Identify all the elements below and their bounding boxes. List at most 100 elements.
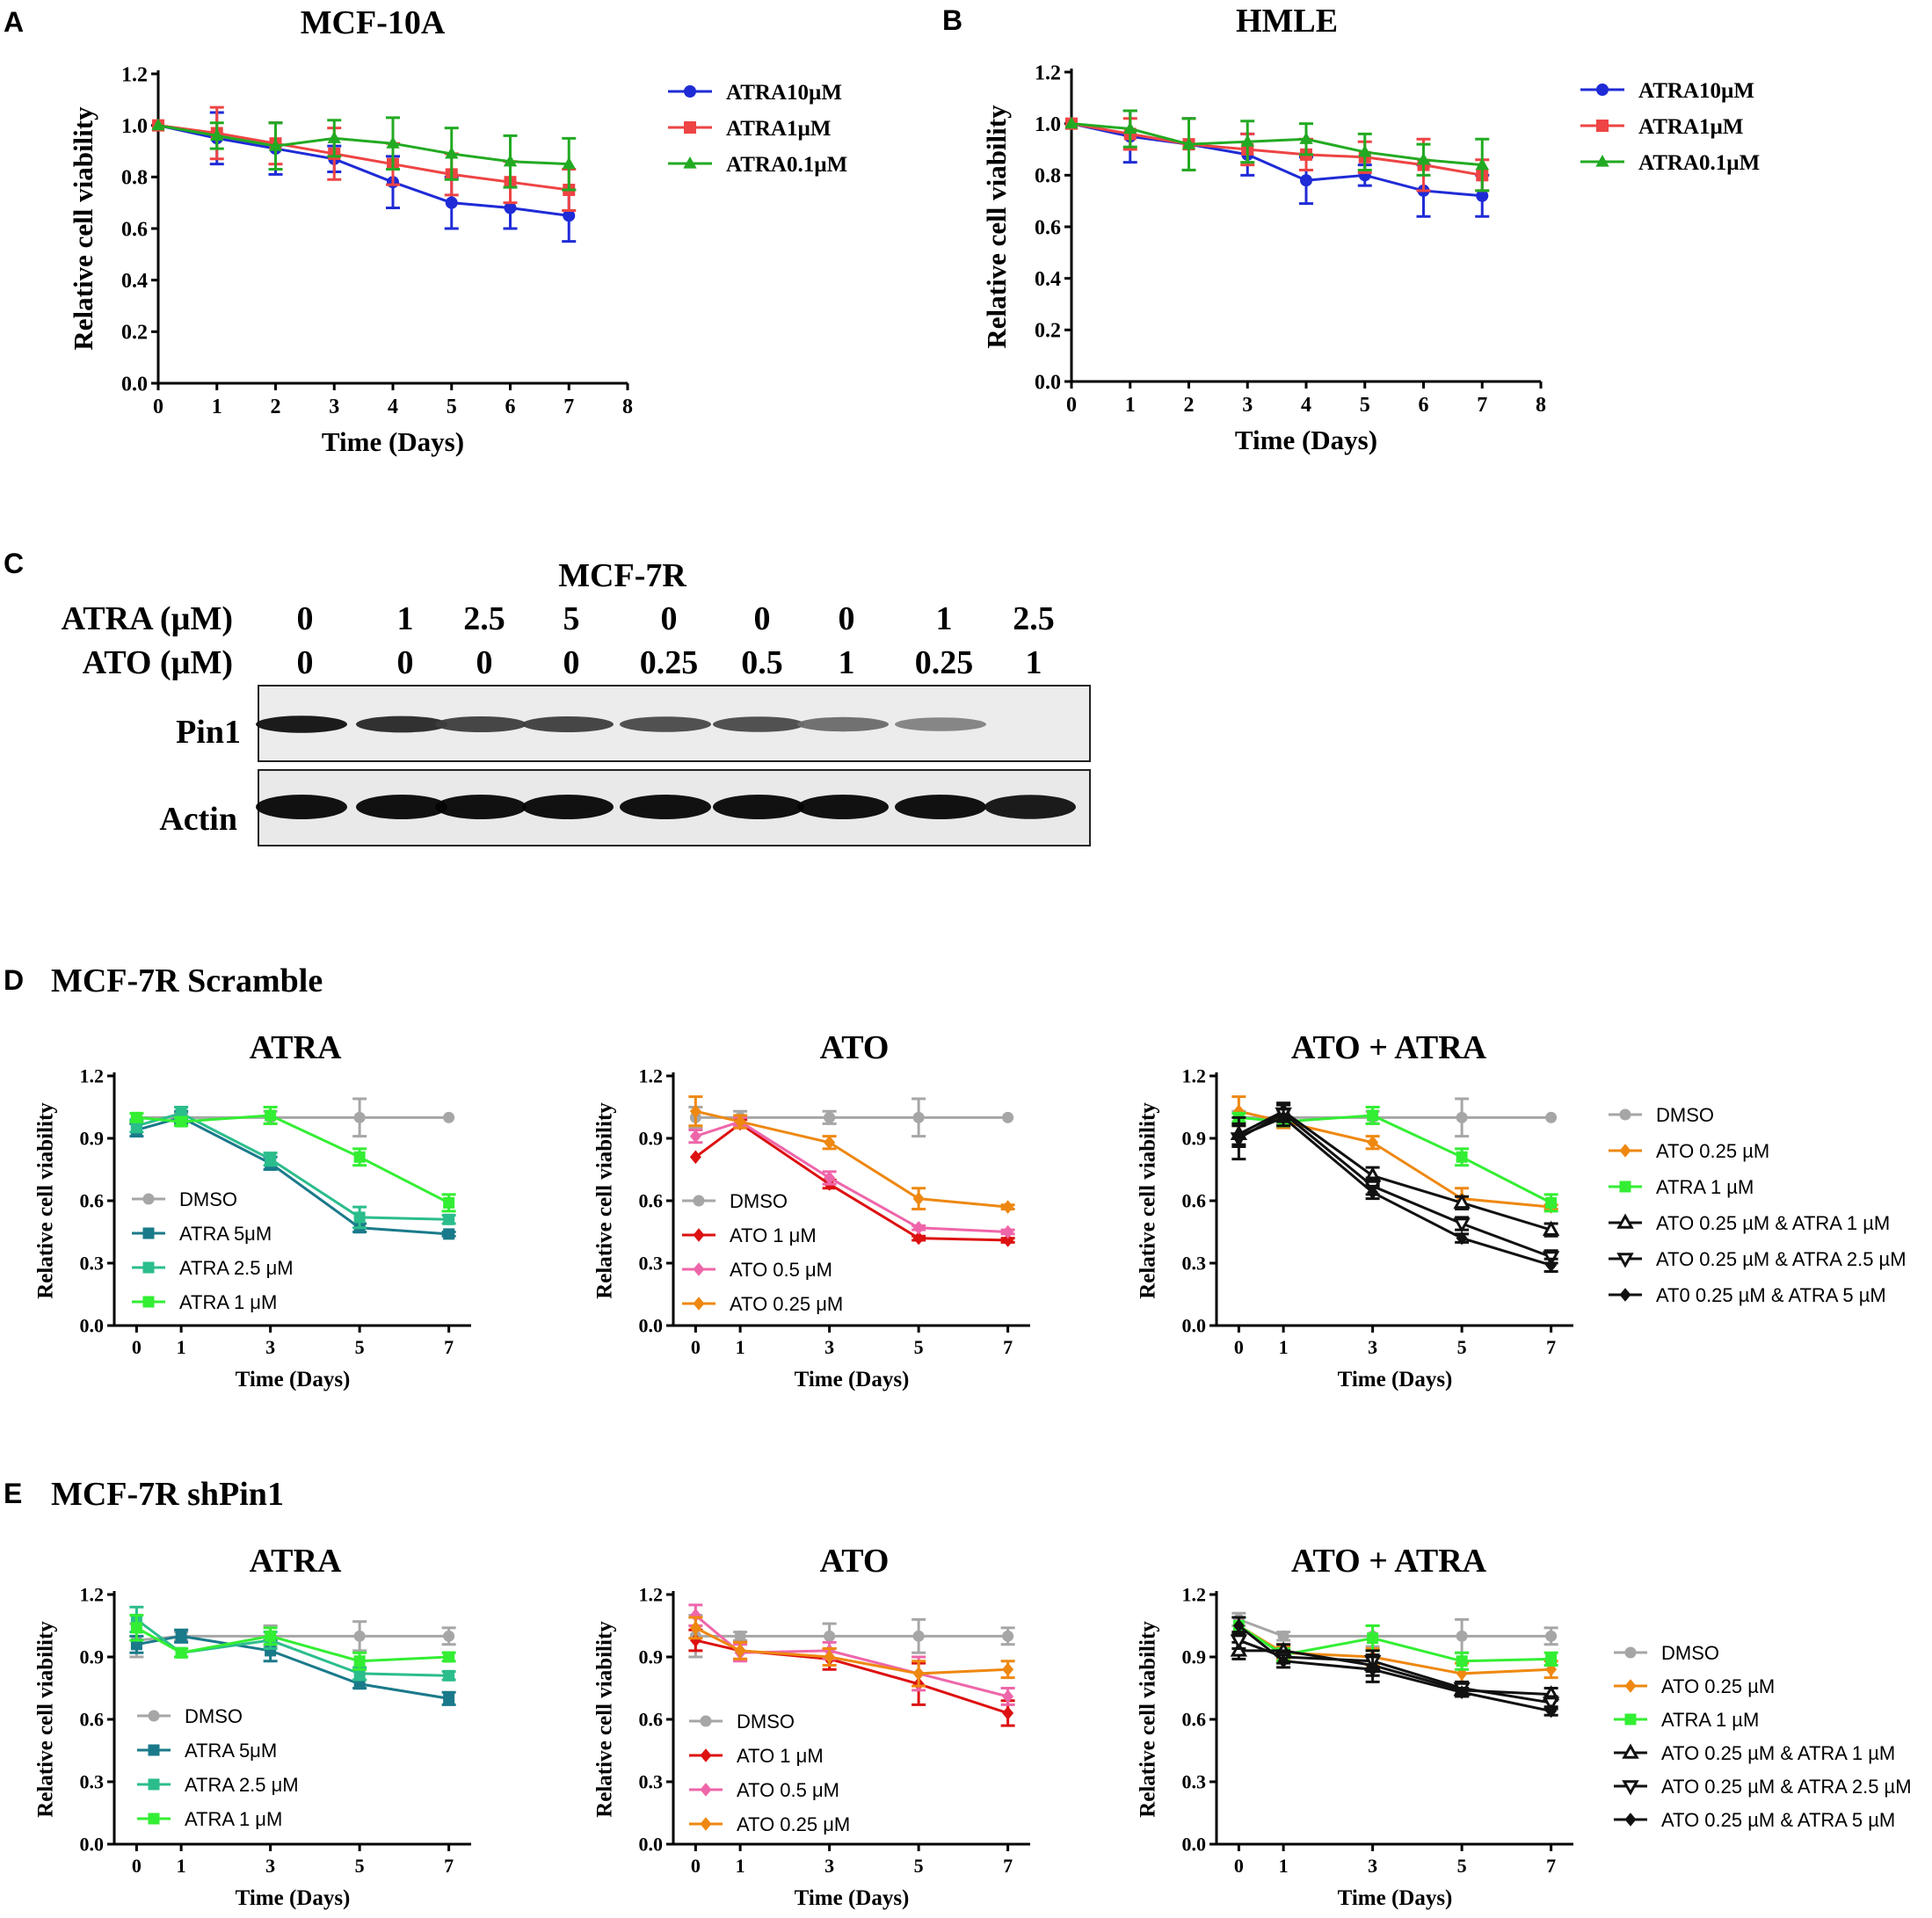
x-tick-label: 7 [1546, 1855, 1556, 1877]
legend-marker [1624, 1713, 1637, 1725]
chart-a: MCF-10A 0.0 0.2 0.4 0.6 0.8 1.0 1.2 0 1 2 3 4 5 6 7 8 Tim… [68, 4, 847, 457]
data-point [504, 201, 517, 214]
charts: MCF-10A 0.0 0.2 0.4 0.6 0.8 1.0 1.2 0 1 2 3 4 5 6 7 8 Tim… [34, 3, 1912, 1910]
blot-band-actin [356, 795, 447, 819]
legend-label: ATO 0.25 µM & ATRA 1 µM [1656, 1212, 1890, 1234]
series-line [135, 1115, 449, 1236]
blot-band-actin [435, 795, 527, 819]
legend-label: ATRA 1 µM [1661, 1709, 1759, 1731]
x-tick-label: 5 [355, 1855, 365, 1877]
blot-band-actin [895, 795, 986, 819]
legend-label: ATRA 5μM [185, 1740, 277, 1762]
legend-label: ATO 0.25 µM [1661, 1675, 1775, 1697]
chart-b: HMLE 0.0 0.2 0.4 0.6 0.8 1.0 1.2 0 1 2 3 4 5 6 7 8 Time (… [981, 3, 1760, 455]
series-line [1071, 122, 1483, 198]
y-axis-title: Relative cell viability [1137, 1621, 1160, 1818]
data-point [1456, 1151, 1468, 1163]
x-tick-label: 0 [1234, 1855, 1244, 1877]
legend-marker [1624, 1646, 1637, 1659]
y-tick-label: 0.0 [121, 373, 148, 396]
data-point [1367, 1109, 1379, 1122]
x-tick-label: 7 [444, 1336, 454, 1358]
blot-atra-value: 0 [297, 600, 314, 637]
data-point [1002, 1689, 1014, 1704]
blot-atra-value: 1 [936, 600, 953, 637]
chart-d1: ATRA 0.0 0.3 0.6 0.9 1.2 0 1 3 5 7 Time (Days) Relat… [34, 1029, 471, 1391]
data-point [353, 1630, 366, 1642]
y-tick-label: 0.3 [1182, 1253, 1207, 1275]
x-tick-label: 4 [1301, 394, 1311, 417]
legend-marker [683, 156, 697, 169]
x-tick-label: 3 [824, 1336, 834, 1358]
data-point [353, 1111, 366, 1123]
legend-label: ATRA10µM [726, 81, 842, 105]
legend-label: ATO 0.25 µM & ATRA 5 µM [1661, 1809, 1895, 1831]
y-tick-label: 0.8 [121, 167, 148, 190]
legend-label: ATRA 2.5 μM [185, 1774, 299, 1796]
y-tick-label: 1.0 [1035, 113, 1061, 136]
series-line [1071, 122, 1483, 177]
legend-marker [700, 1783, 712, 1797]
x-tick-label: 7 [1003, 1336, 1013, 1358]
data-point [1064, 116, 1079, 129]
series-5 [1231, 1108, 1558, 1273]
y-tick-label: 1.2 [1182, 1065, 1207, 1087]
data-point [1002, 1233, 1014, 1247]
legend-marker [684, 121, 696, 134]
data-point [1002, 1111, 1014, 1123]
blot-atra-value: 0 [754, 600, 771, 637]
western-blot: MCF-7R ATRA (µM) ATO (µM) 0 1 2.5 5 0 0 0 1 2.50… [62, 557, 1091, 846]
data-point [265, 1109, 277, 1122]
y-tick-label: 0.4 [121, 270, 148, 293]
chart-d3: ATO + ATRA 0.0 0.3 0.6 0.9 1.2 0 1 3 5 7 Time (Days… [1137, 1029, 1907, 1391]
blot-band-actin [620, 795, 711, 819]
blot-lane-labels: 0 1 2.5 5 0 0 0 1 2.5 0 0 0 0 0.25 0.5 1 0.25 1 [297, 600, 1055, 681]
data-point [1002, 1224, 1014, 1239]
x-tick-label: 3 [265, 1336, 275, 1358]
y-tick-label: 0.9 [639, 1128, 664, 1150]
data-point [689, 1150, 701, 1165]
legend-label: ATO 1 μM [737, 1745, 824, 1767]
x-tick-label: 3 [1368, 1336, 1377, 1358]
chart-title: ATO + ATRA [1291, 1029, 1487, 1066]
x-tick-label: 7 [1546, 1336, 1556, 1358]
x-tick-label: 1 [1279, 1336, 1289, 1358]
series-line [694, 1120, 1008, 1233]
data-point [445, 196, 458, 209]
data-point [353, 1655, 366, 1667]
blot-ato-value: 0.25 [640, 644, 699, 681]
x-axis-title: Time (Days) [1338, 1886, 1453, 1910]
x-tick-label: 2 [271, 396, 281, 418]
x-tick-label: 5 [914, 1855, 924, 1877]
x-tick-label: 7 [1003, 1855, 1013, 1877]
data-point [175, 1630, 187, 1642]
data-point [130, 1111, 142, 1123]
series-3 [688, 1616, 1015, 1688]
chart-title: MCF-10A [301, 4, 446, 41]
legend-marker [693, 1195, 705, 1207]
x-tick-label: 1 [1125, 394, 1136, 417]
blot-actin-label: Actin [159, 801, 237, 838]
x-tick-label: 6 [505, 396, 516, 418]
y-tick-label: 0.6 [639, 1190, 664, 1212]
legend-marker [684, 85, 696, 98]
x-tick-label: 8 [1536, 394, 1546, 417]
x-tick-label: 3 [265, 1855, 275, 1877]
group-title-e: MCF-7R shPin1 [51, 1476, 284, 1513]
panel-label-b: B [942, 4, 962, 36]
legend-marker [148, 1744, 160, 1756]
legend-marker [142, 1193, 155, 1205]
x-tick-label: 0 [691, 1336, 701, 1358]
legend-label: ATO 0.25 µM [1656, 1140, 1769, 1162]
y-tick-label: 0.0 [1035, 371, 1061, 394]
chart-e3: ATO + ATRA 0.0 0.3 0.6 0.9 1.2 0 1 3 5 7 Time (Days… [1137, 1543, 1912, 1910]
y-tick-label: 0.6 [1035, 216, 1061, 239]
legend-label: DMSO [730, 1190, 788, 1212]
x-tick-label: 0 [132, 1336, 142, 1358]
data-point [1240, 134, 1254, 147]
y-tick-label: 1.2 [639, 1584, 664, 1606]
legend-label: DMSO [185, 1705, 243, 1727]
x-tick-label: 5 [1360, 394, 1370, 417]
data-point [268, 139, 283, 151]
panel-label-c: C [4, 548, 24, 579]
